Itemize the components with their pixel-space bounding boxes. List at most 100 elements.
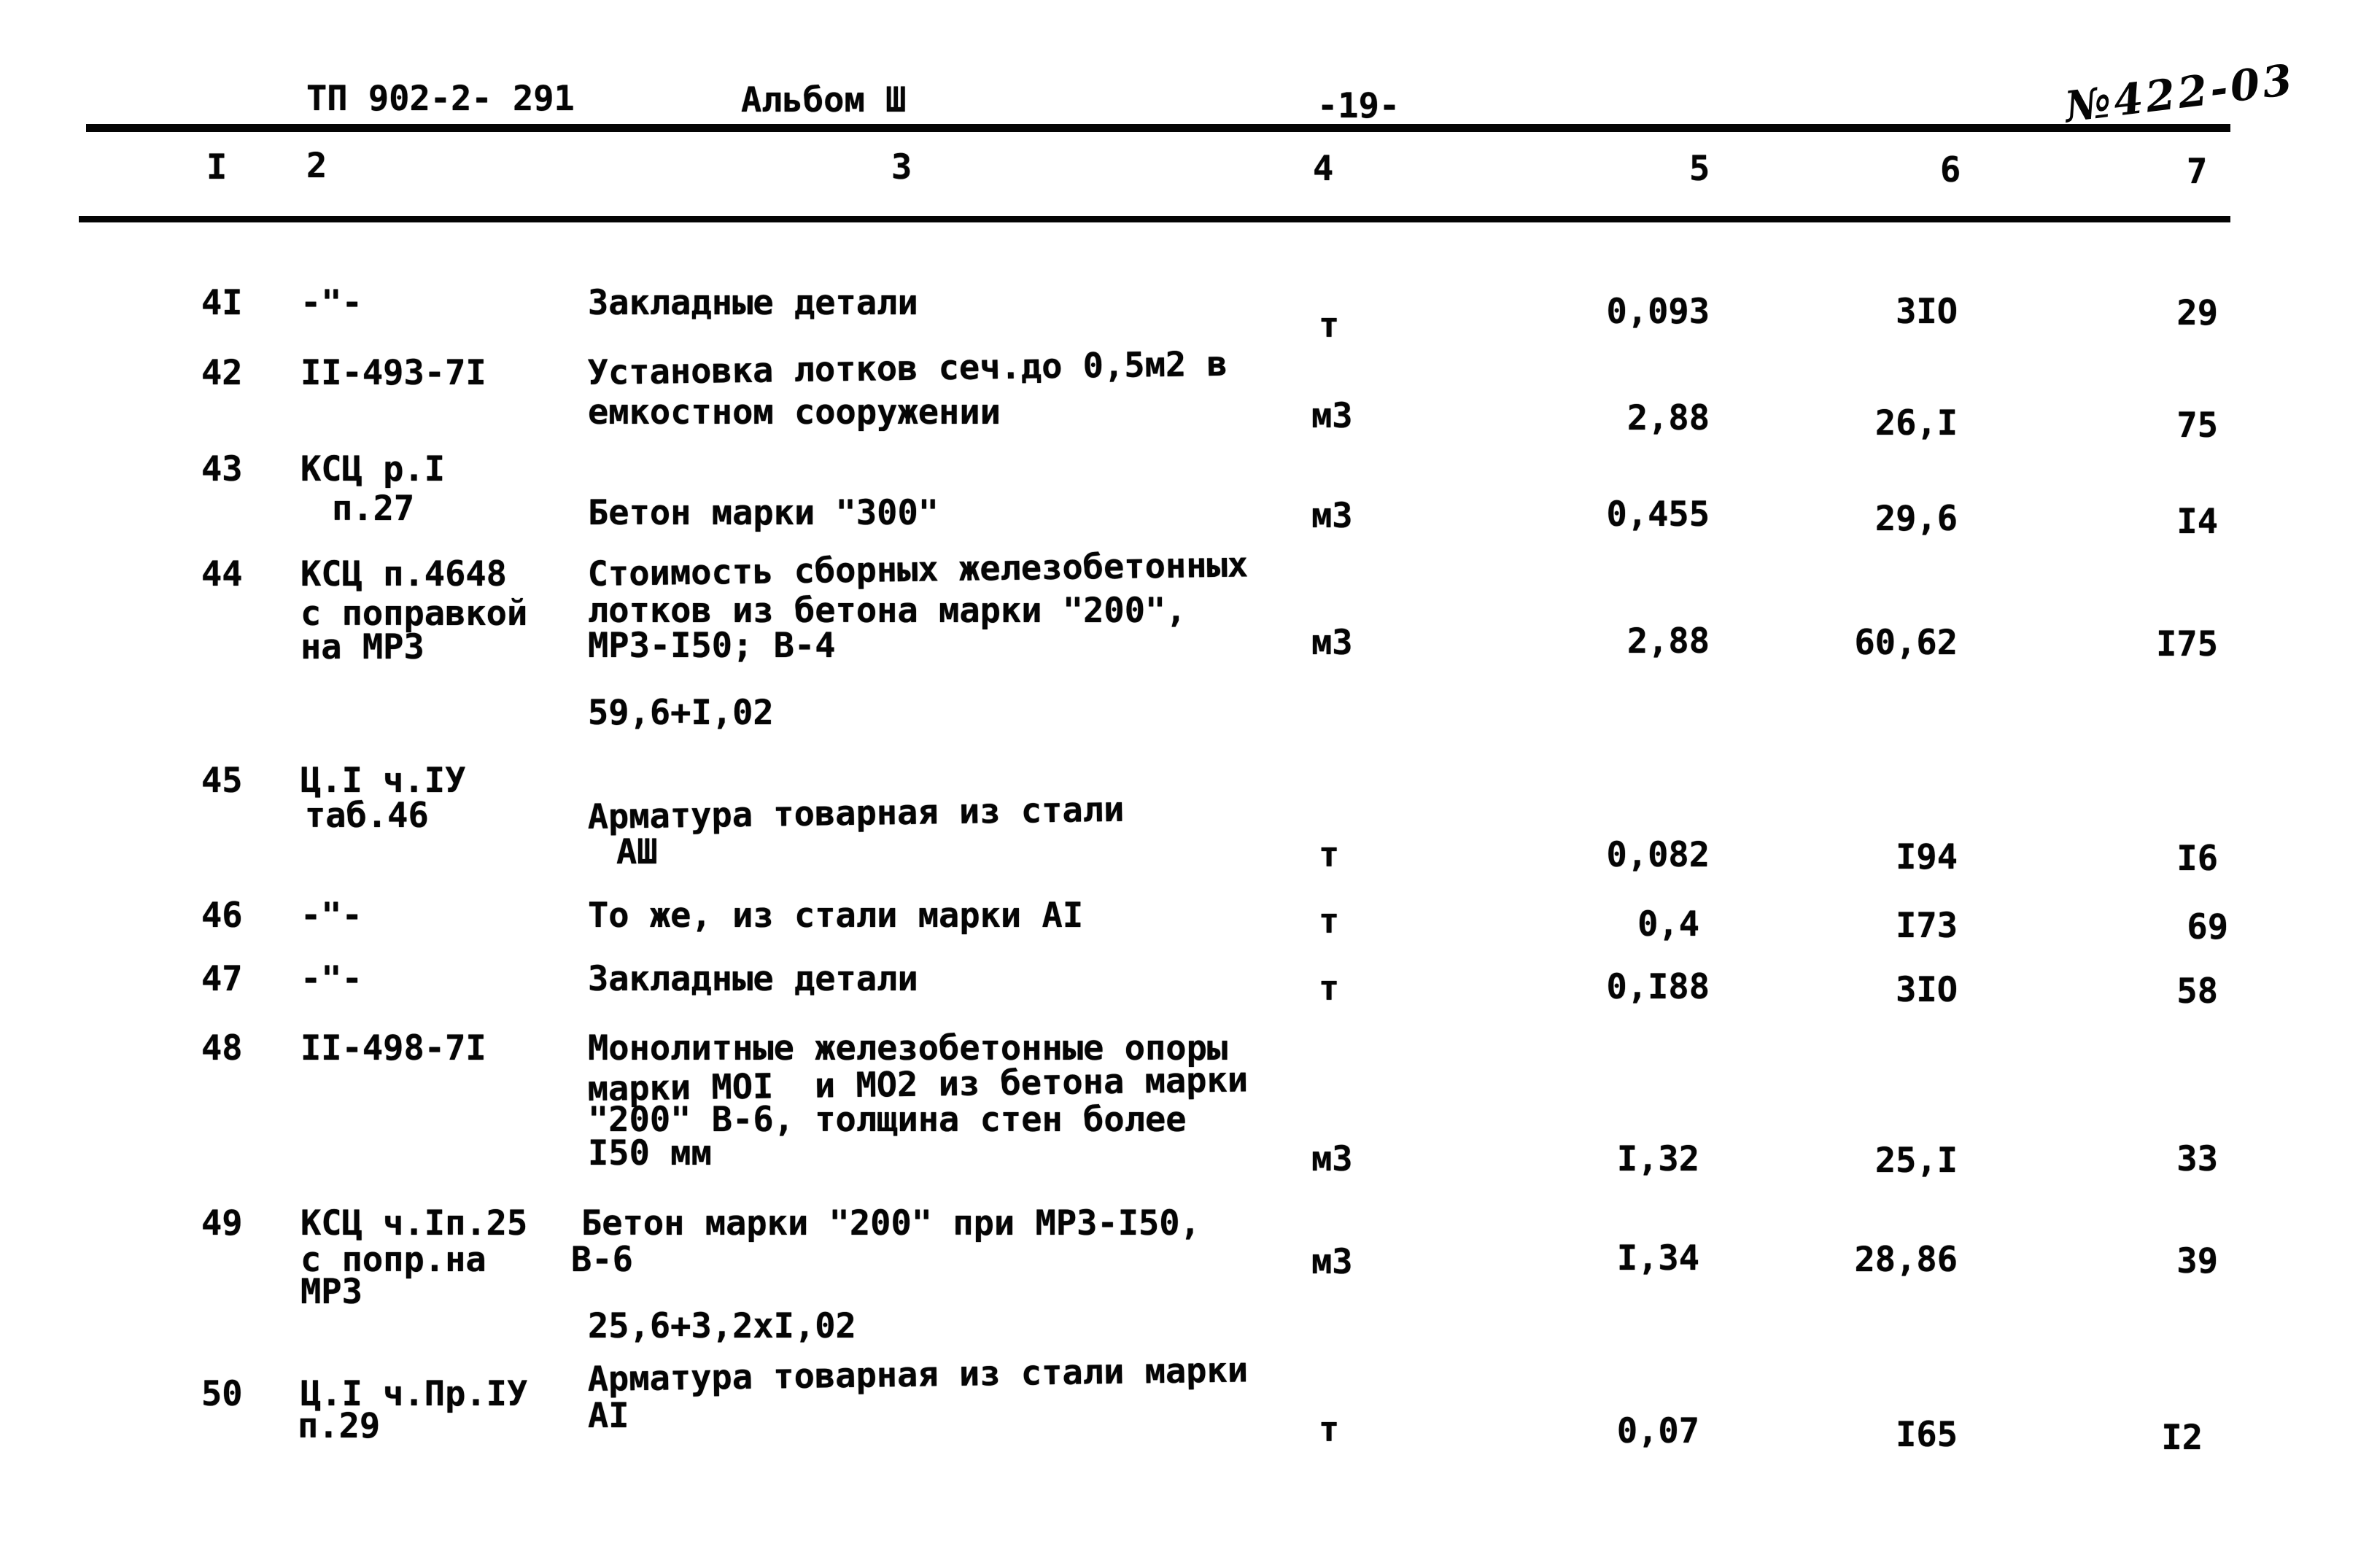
row-41-quantity: 0,093 [1606, 292, 1710, 332]
row-46-description: То же, из стали марки АI [588, 896, 1084, 936]
row-47-description: Закладные детали [588, 959, 918, 999]
row-46-price: I73 [1896, 906, 1958, 946]
row-47-number: 47 [201, 959, 243, 999]
row-46-reference: -"- [300, 896, 362, 936]
row-49-quantity: I,34 [1616, 1238, 1699, 1278]
row-41-description: Закладные детали [588, 283, 918, 323]
row-44-unit: м3 [1311, 623, 1353, 663]
row-49-number: 49 [201, 1203, 243, 1243]
row-50-reference-line1: Ц.I ч.Пр.IУ [300, 1374, 528, 1414]
column-header-rule [79, 216, 2230, 222]
row-47-total: 58 [2176, 971, 2218, 1012]
row-48-description-line4: I50 мм [588, 1133, 712, 1173]
row-44-total: I75 [2156, 624, 2218, 664]
row-43-price: 29,6 [1874, 499, 1958, 539]
row-45-unit: т [1319, 835, 1340, 875]
header-rule [86, 124, 2230, 132]
row-43-reference-line1: КСЦ р.I [300, 449, 446, 489]
row-49-unit: м3 [1311, 1242, 1353, 1282]
row-50-number: 50 [201, 1374, 243, 1414]
column-header-1: I [206, 147, 228, 187]
row-46-quantity: 0,4 [1637, 904, 1699, 944]
row-50-reference-line2: п.29 [298, 1406, 381, 1446]
row-49-reference-line2: с попр.на [300, 1240, 486, 1280]
row-45-quantity: 0,082 [1606, 835, 1710, 875]
row-41-number: 4I [201, 283, 243, 323]
row-48-description-line3: "200" В-6, толщина стен более [588, 1100, 1187, 1140]
row-44-reference-line2: с поправкой [300, 594, 528, 634]
row-42-quantity: 2,88 [1626, 398, 1710, 438]
row-48-total: 33 [2176, 1139, 2218, 1179]
row-42-price: 26,I [1874, 403, 1958, 443]
row-42-reference: II-493-7I [300, 353, 486, 393]
row-45-description-line2: АШ [616, 832, 658, 872]
row-50-quantity: 0,07 [1616, 1411, 1699, 1451]
row-46-total: 69 [2187, 907, 2228, 947]
row-41-total: 29 [2176, 293, 2218, 333]
row-48-reference: II-498-7I [300, 1028, 486, 1068]
doc-code: ТП 902-2- 291 [306, 79, 575, 119]
row-47-reference: -"- [300, 959, 362, 999]
row-43-unit: м3 [1311, 496, 1353, 536]
row-43-description: Бетон марки "300" [588, 493, 939, 533]
column-header-6: 6 [1940, 150, 1961, 190]
row-45-reference-line2: таб.46 [305, 796, 429, 836]
row-44-number: 44 [201, 554, 243, 594]
row-44-description-line1: Стоимость сборных железобетонных [587, 545, 1249, 594]
row-49-description-line2: В-6 [571, 1240, 633, 1280]
row-50-description-line2: АI [588, 1396, 629, 1436]
album-label: Альбом Ш [741, 80, 907, 120]
row-49-price: 28,86 [1854, 1240, 1958, 1280]
row-49-total: 39 [2176, 1241, 2218, 1281]
row-44-reference-line1: КСЦ п.4648 [300, 554, 507, 594]
row-49-formula: 25,6+3,2хI,02 [588, 1306, 856, 1346]
row-43-number: 43 [201, 449, 243, 489]
row-50-description-line1: Арматура товарная из стали марки [587, 1350, 1249, 1400]
row-43-quantity: 0,455 [1606, 494, 1710, 535]
row-41-price: 3IO [1896, 292, 1958, 332]
row-48-description-line1: Монолитные железобетонные опоры [588, 1028, 1228, 1068]
page-number: -19- [1317, 86, 1400, 126]
row-49-description-line1: Бетон марки "200" при МРЗ-I50, [581, 1203, 1201, 1243]
row-43-reference-line2: п.27 [332, 489, 415, 529]
row-50-price: I65 [1896, 1415, 1958, 1455]
row-46-unit: т [1319, 901, 1340, 942]
row-45-reference-line1: Ц.I ч.IУ [300, 761, 466, 801]
row-44-reference-line3: на МРЗ [300, 627, 424, 667]
row-47-price: 3IO [1896, 970, 1958, 1010]
row-48-price: 25,I [1874, 1141, 1958, 1181]
row-44-description-line3: МРЗ-I50; В-4 [588, 626, 836, 666]
row-48-unit: м3 [1311, 1139, 1353, 1179]
column-header-5: 5 [1689, 149, 1710, 189]
row-50-unit: т [1319, 1410, 1340, 1450]
row-42-unit: м3 [1311, 396, 1353, 436]
row-42-description-line2: емкостном сооружении [588, 392, 1001, 432]
row-47-quantity: 0,I88 [1606, 967, 1710, 1007]
row-45-number: 45 [201, 761, 243, 801]
row-41-reference: -"- [300, 283, 362, 323]
row-44-formula: 59,6+I,02 [588, 693, 774, 733]
row-42-number: 42 [201, 353, 243, 393]
column-header-3: 3 [891, 147, 912, 187]
row-45-description-line1: Арматура товарная из стали [587, 789, 1125, 837]
row-48-quantity: I,32 [1616, 1139, 1699, 1179]
handwritten-mark: №422-03 [2062, 54, 2298, 132]
row-42-description-line1: Установка лотков сеч.до 0,5м2 в [587, 344, 1228, 393]
row-43-total: I4 [2176, 502, 2218, 542]
row-45-price: I94 [1896, 837, 1958, 877]
row-49-reference-line1: КСЦ ч.Iп.25 [300, 1203, 528, 1243]
row-44-description-line2: лотков из бетона марки "200", [588, 591, 1187, 631]
row-44-price: 60,62 [1854, 623, 1958, 663]
row-41-unit: т [1319, 306, 1340, 346]
row-50-total: I2 [2161, 1418, 2203, 1458]
row-48-number: 48 [201, 1028, 243, 1068]
row-49-reference-line3: МРЗ [300, 1272, 362, 1312]
column-header-2: 2 [306, 146, 327, 186]
column-header-7: 7 [2187, 152, 2208, 192]
row-44-quantity: 2,88 [1626, 621, 1710, 661]
row-42-total: 75 [2176, 405, 2218, 446]
row-46-number: 46 [201, 896, 243, 936]
row-47-unit: т [1319, 969, 1340, 1009]
row-45-total: I6 [2176, 839, 2218, 879]
